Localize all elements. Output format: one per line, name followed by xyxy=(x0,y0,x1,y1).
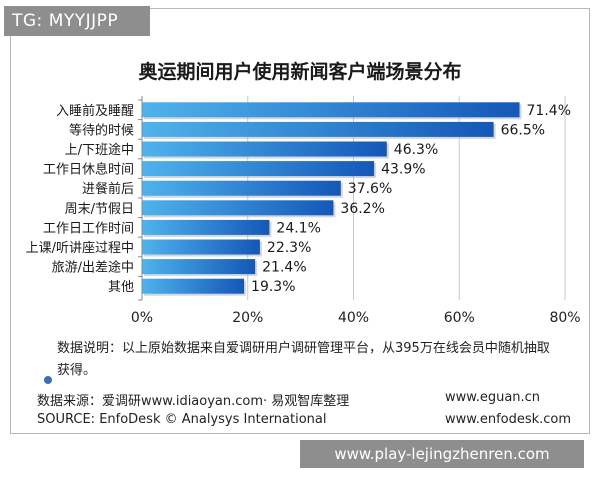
x-tick-label: 20% xyxy=(232,310,263,326)
bar xyxy=(142,121,494,137)
value-label: 71.4% xyxy=(527,103,571,119)
bar xyxy=(142,239,260,255)
value-label: 37.6% xyxy=(348,181,392,197)
axis-layer: 0% 20% 40% 60% 80% xyxy=(131,96,581,326)
category-label: 进餐前后 xyxy=(82,181,134,197)
value-label: 24.1% xyxy=(276,220,320,236)
tag-label: TG: MYYJJPP xyxy=(4,6,150,36)
chart-title: 奥运期间用户使用新闻客户端场景分布 xyxy=(138,61,462,83)
source-cn: 数据来源：爱调研www.idiaoyan.com· 易观智库整理 xyxy=(37,394,350,409)
data-note: 数据说明：以上原始数据来自爱调研用户调研管理平台，从395万在线会员中随机抽取获… xyxy=(57,341,550,378)
category-label: 其他 xyxy=(108,280,134,295)
bullet-dot-icon xyxy=(44,376,52,384)
bar xyxy=(142,180,341,196)
category-label: 上课/听讲座过程中 xyxy=(26,241,134,256)
bar xyxy=(142,200,334,216)
x-tick-label: 80% xyxy=(549,310,580,326)
category-label: 旅游/出差途中 xyxy=(52,260,134,276)
watermark: www.play-lejingzhenren.com xyxy=(300,440,584,468)
value-label: 66.5% xyxy=(501,122,545,138)
bar xyxy=(142,219,270,235)
chart-frame xyxy=(10,8,590,434)
bar-layer xyxy=(142,102,522,296)
category-label: 工作日休息时间 xyxy=(43,162,134,178)
x-tick-label: 60% xyxy=(444,310,475,326)
bar xyxy=(142,161,375,177)
category-label: 入睡前及睡醒 xyxy=(56,103,134,119)
site-enfodesk[interactable]: www.enfodesk.com xyxy=(445,412,572,427)
bar xyxy=(142,278,245,294)
category-label: 上/下班途中 xyxy=(65,142,134,158)
bar xyxy=(142,102,520,118)
category-label: 等待的时候 xyxy=(69,122,134,138)
value-label: 36.2% xyxy=(340,201,384,217)
x-tick-label: 40% xyxy=(338,310,369,326)
value-label: 21.4% xyxy=(262,260,306,276)
value-label: 22.3% xyxy=(267,240,311,256)
value-label: 43.9% xyxy=(381,162,425,178)
value-label: 46.3% xyxy=(394,142,438,158)
x-tick-label: 0% xyxy=(131,310,153,326)
value-label: 19.3% xyxy=(251,279,295,295)
label-layer: 入睡前及睡醒 71.4% 等待的时候 66.5% 上/下班途中 46.3% 工作日休息时间 4… xyxy=(26,103,571,295)
category-label: 周末/节假日 xyxy=(65,202,134,217)
category-label: 工作日工作时间 xyxy=(43,221,134,236)
source-en: SOURCE: EnfoDesk © Analysys Internationa… xyxy=(37,412,327,427)
bar xyxy=(142,141,387,157)
site-eguan[interactable]: www.eguan.cn xyxy=(445,390,541,405)
bar xyxy=(142,259,256,275)
